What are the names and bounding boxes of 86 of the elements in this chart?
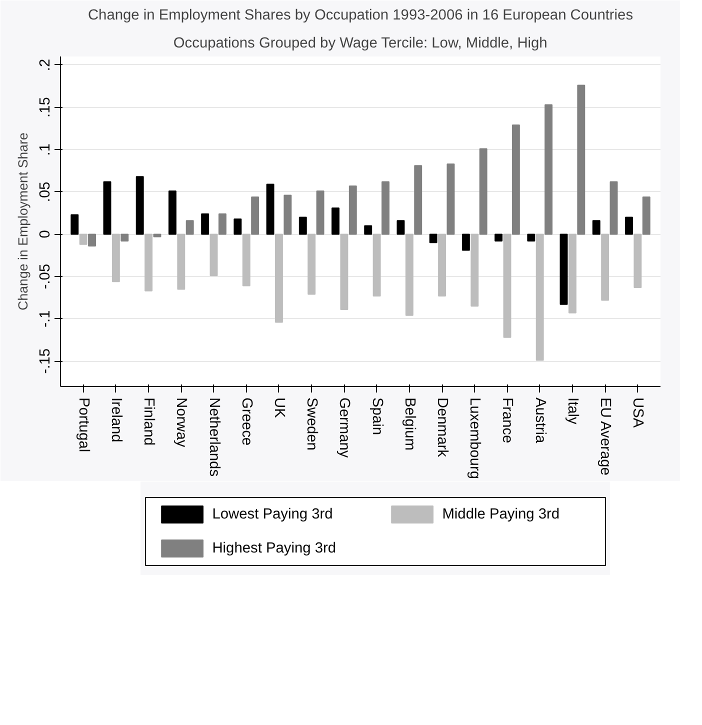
- bar: [446, 163, 455, 235]
- bar: [438, 234, 446, 296]
- x-tick-label: Norway: [173, 398, 190, 448]
- bar: [610, 181, 618, 235]
- x-tick-label: USA: [630, 398, 646, 428]
- bar: [568, 234, 576, 314]
- bar: [577, 84, 586, 235]
- bar: [308, 234, 316, 295]
- y-tick-label: -.1: [38, 310, 54, 328]
- bar: [218, 213, 226, 235]
- bar: [494, 234, 503, 242]
- x-tick-label: UK: [270, 398, 287, 418]
- bar: [396, 220, 405, 235]
- bar: [364, 225, 372, 235]
- bar: [234, 218, 242, 235]
- y-tick-label: .1: [38, 143, 54, 156]
- bar: [70, 214, 79, 235]
- bar: [601, 234, 610, 301]
- y-tick-label: .15: [38, 97, 54, 118]
- bar: [144, 234, 153, 292]
- x-tick-label: Netherlands: [206, 398, 222, 477]
- x-tick-label: Luxembourg: [466, 398, 483, 479]
- x-tick-label: Austria: [532, 398, 548, 444]
- bar: [103, 181, 112, 235]
- x-tick-label: Ireland: [108, 398, 124, 442]
- bar: [153, 234, 162, 238]
- bar: [275, 234, 283, 323]
- bar: [382, 181, 390, 235]
- bar: [429, 234, 438, 244]
- bar: [242, 234, 250, 286]
- bar: [536, 234, 544, 361]
- bar: [348, 185, 357, 235]
- bar: [470, 234, 479, 307]
- x-tick-label: EU Average: [597, 398, 614, 476]
- bar: [625, 216, 633, 235]
- chart-title: Change in Employment Shares by Occupation 1993-2006 in 16 European Countries: [88, 8, 634, 24]
- y-tick-label: .05: [38, 182, 54, 202]
- x-tick-label: France: [499, 398, 516, 444]
- bar: [414, 165, 422, 235]
- y-tick-label: -.05: [38, 264, 54, 290]
- bar: [186, 220, 194, 235]
- bar: [177, 234, 186, 290]
- bar: [503, 234, 512, 338]
- x-tick-label: Spain: [368, 398, 385, 435]
- bar: [168, 190, 176, 235]
- bar: [544, 104, 553, 235]
- bar: [462, 234, 470, 251]
- bar: [136, 176, 144, 235]
- bar: [479, 148, 488, 235]
- bar: [112, 234, 120, 282]
- bar: [88, 234, 96, 247]
- legend-label: Lowest Paying 3rd: [212, 506, 333, 522]
- x-tick-label: Sweden: [304, 398, 320, 450]
- bar: [560, 234, 568, 305]
- x-tick-label: Greece: [238, 398, 254, 446]
- bar: [266, 184, 274, 235]
- bar: [527, 234, 536, 242]
- x-tick-label: Italy: [564, 398, 580, 426]
- x-tick-label: Finland: [140, 398, 157, 446]
- x-tick-label: Belgium: [401, 398, 418, 450]
- bar: [316, 190, 324, 235]
- y-axis-title: Change in Employment Share: [16, 132, 30, 310]
- y-tick-label: .2: [38, 58, 54, 72]
- bar: [634, 234, 642, 288]
- x-tick-label: Denmark: [434, 398, 450, 458]
- bar: [405, 234, 414, 316]
- legend-label: Middle Paying 3rd: [442, 506, 560, 522]
- bar: [642, 196, 650, 235]
- legend-label: Highest Paying 3rd: [212, 540, 336, 556]
- x-tick-label: Portugal: [75, 398, 92, 452]
- bar: [79, 234, 88, 245]
- bar: [284, 194, 292, 235]
- y-tick-label: 0: [38, 230, 54, 238]
- bar: [298, 216, 307, 235]
- x-tick-label: Germany: [336, 398, 352, 458]
- bar: [592, 220, 600, 235]
- bar: [340, 234, 348, 310]
- bar: [120, 234, 129, 242]
- bar: [512, 124, 520, 235]
- bar: [210, 234, 218, 276]
- bar: [372, 234, 381, 296]
- y-tick-label: -.15: [38, 348, 54, 374]
- chart-subtitle: Occupations Grouped by Wage Tercile: Low, Middle, High: [173, 36, 548, 52]
- bar: [201, 213, 210, 235]
- bar: [251, 196, 260, 235]
- bar: [332, 207, 340, 235]
